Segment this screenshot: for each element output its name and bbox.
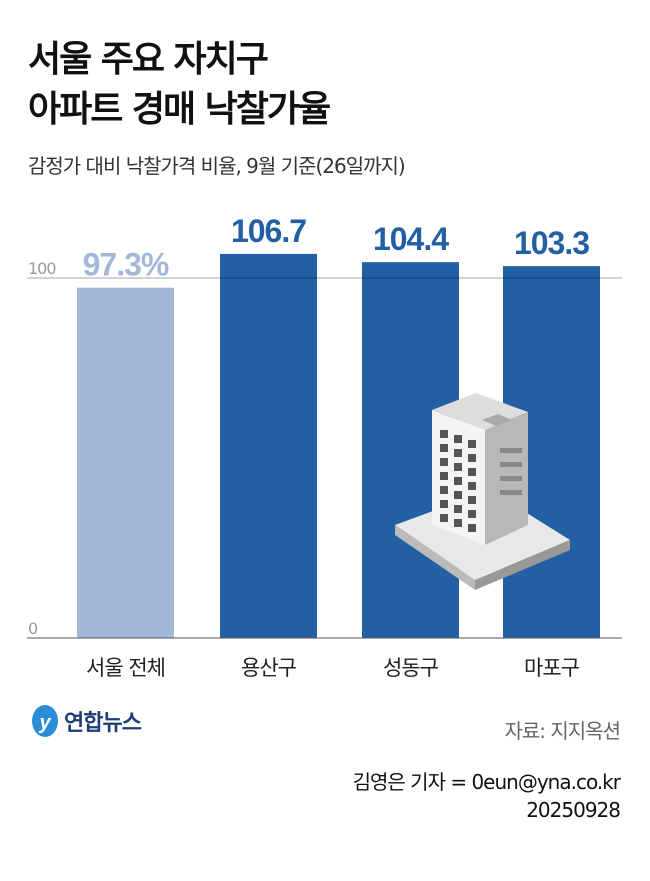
category-label: 용산구 — [241, 656, 297, 680]
title-line-2: 아파트 경매 낙찰가율 — [28, 89, 331, 130]
date: 20250928 — [526, 798, 621, 822]
category-label: 성동구 — [383, 656, 439, 680]
bar-chart: 97.3% 서울 전체 106.7 용산구 104.4 성동구 103.3 마포구 0 100 — [27, 213, 622, 680]
category-label: 마포구 — [524, 656, 580, 680]
y-tick-label: 100 — [28, 259, 56, 278]
logo-text: 연합뉴스 — [64, 711, 142, 736]
svg-text:y: y — [38, 712, 51, 734]
bar-1 — [220, 253, 317, 638]
value-label: 103.3 — [514, 225, 589, 261]
subtitle: 감정가 대비 낙찰가격 비율, 9월 기준(26일까지) — [28, 154, 406, 178]
y-tick-label: 0 — [28, 619, 38, 638]
bar-0 — [77, 287, 174, 638]
title-line-1: 서울 주요 자치구 — [28, 39, 269, 80]
building-illustration — [395, 393, 570, 590]
source: 자료: 지지옥션 — [504, 719, 621, 743]
value-label: 104.4 — [373, 221, 449, 257]
yonhap-logo: y 연합뉴스 — [30, 703, 142, 739]
credit: 김영은 기자 = 0eun@yna.co.kr 20250928 — [352, 768, 621, 824]
value-label: 106.7 — [231, 213, 306, 249]
reporter-credit: 김영은 기자 = 0eun@yna.co.kr — [352, 770, 621, 794]
yonhap-logo-icon: y — [32, 705, 58, 737]
category-label: 서울 전체 — [86, 656, 165, 680]
value-label: 97.3% — [83, 247, 169, 283]
